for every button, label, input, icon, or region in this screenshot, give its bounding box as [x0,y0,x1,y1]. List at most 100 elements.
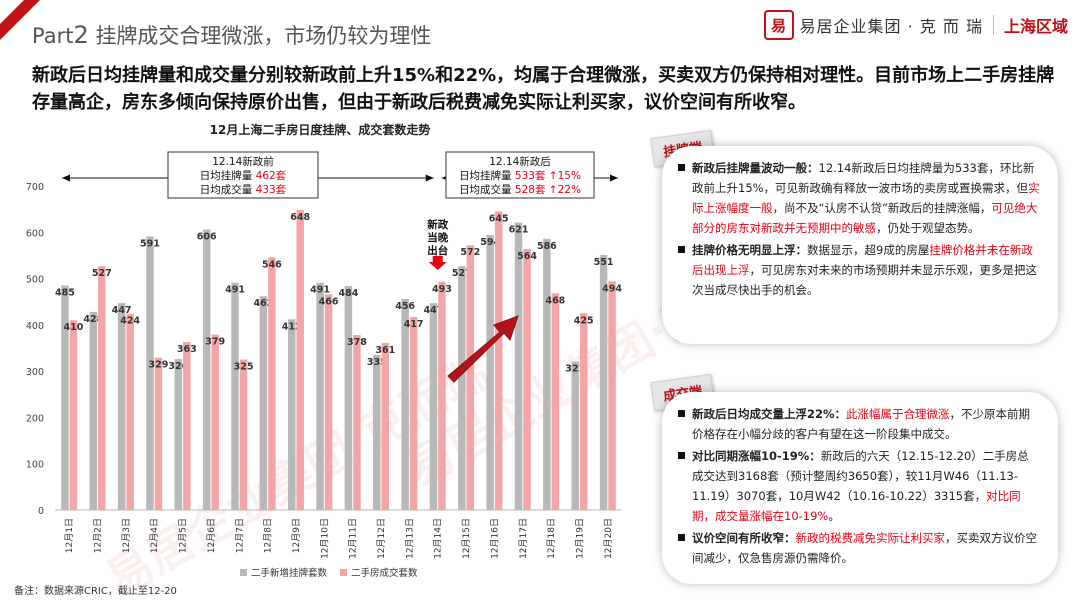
deal-data-label: 645 [489,213,509,224]
listing-data-label: 326 [168,361,188,372]
listing-data-label: 456 [395,301,415,312]
deal-data-label: 363 [177,344,197,355]
listing-data-label: 485 [55,288,75,299]
deal-bullet-list: 新政后日均成交量上浮22%：此涨幅属于合理微涨，不少原本前期价格存在小幅分歧的客… [678,404,1040,568]
event-label: 当晚 [427,231,448,244]
y-tick-label: 400 [26,321,44,332]
pre-policy-box [167,151,319,199]
listing-text: ，仍处于观望态势。 [876,221,980,235]
event-label: 出台 [427,244,448,257]
listing-text: 可见绝大部分的房东对新政并无预期中的敏感 [692,201,1038,235]
deal-text: 新政后日均成交量上浮22%： [692,407,847,421]
post-policy-box-title: 12.14新政后 [489,155,551,168]
listing-data-label: 551 [594,257,614,268]
deal-bar [183,341,191,510]
listing-text: 数据显示，超9成的房屋 [807,243,930,257]
deal-data-label: 379 [205,337,225,348]
deal-text: 议价空间有所收窄： [692,531,796,545]
y-tick-label: 0 [38,506,44,517]
pre-policy-box-deal-value: 433套 [256,183,287,196]
logo-seal-icon: 易 [763,10,794,40]
deal-bar [409,316,418,510]
x-tick-label: 12月14日 [433,518,444,559]
deal-data-label: 361 [375,345,395,356]
listing-data-label: 594 [480,237,500,248]
listing-data-label: 335 [367,357,387,368]
listing-data-label: 621 [509,225,529,236]
deal-bar [579,313,588,510]
deal-data-label: 424 [120,316,140,327]
x-tick-label: 12月9日 [291,518,302,553]
event-down-arrow-icon [428,256,447,270]
legend-swatch-listing [240,569,247,576]
x-tick-label: 12月16日 [489,518,500,559]
listing-data-label: 412 [282,321,302,332]
deal-data-label: 378 [347,337,367,348]
pre-policy-box-title: 12.14新政前 [212,155,274,168]
listing-data-label: 321 [565,363,585,374]
x-tick-label: 12月3日 [121,518,132,553]
x-tick-label: 12月19日 [574,518,585,559]
deal-data-label: 493 [432,284,452,295]
listing-bar [373,354,381,510]
deal-data-label: 466 [319,296,339,307]
listing-text: 新政后挂牌量波动一般： [692,161,819,175]
listing-item: 新政后挂牌量波动一般：12.14新政后日均挂牌量为533套，环比新政前上升15%… [678,158,1040,238]
deal-panel: 新政后日均成交量上浮22%：此涨幅属于合理微涨，不少原本前期价格存在小幅分歧的客… [662,392,1058,584]
listing-bar [543,238,551,510]
listing-data-label: 606 [197,232,217,243]
x-tick-label: 12月20日 [603,518,614,559]
deal-bar [494,211,503,510]
post-policy-box-listing: 日均挂牌量 533套 ↑15% [459,169,581,182]
listing-text: 挂牌价格并未在新政后出现上浮 [692,243,1033,277]
deal-data-label: 329 [149,360,169,371]
listing-bar [61,285,69,510]
listing-data-label: 447 [112,305,132,316]
x-tick-label: 12月15日 [461,518,472,559]
pre-policy-box-deal: 日均成交量 433套 [200,183,287,196]
listing-bar [259,296,268,510]
y-tick-label: 600 [26,228,44,239]
deal-bar [324,294,333,510]
x-tick-label: 12月12日 [376,518,387,559]
pre-policy-box-listing-label: 日均挂牌量 [200,169,256,182]
legend-label-deal: 二手房成交套数 [351,567,418,579]
listing-bar [486,235,494,510]
deal-bar [98,266,106,510]
post-policy-box-listing-value: 533套 ↑15% [515,169,581,182]
post-policy-box-deal-label: 日均成交量 [459,183,515,196]
deal-data-label: 410 [64,322,84,333]
deal-bar [381,342,390,510]
post-policy-box-deal: 日均成交量 528套 ↑22% [459,183,581,196]
listing-data-label: 447 [424,305,444,316]
x-tick-label: 12月8日 [263,518,274,553]
deal-data-label: 527 [92,268,112,279]
listing-data-label: 491 [310,285,330,296]
listing-bar [571,361,579,510]
y-tick-label: 100 [26,460,44,471]
legend-swatch-deal [340,569,347,576]
deal-item: 议价空间有所收窄：新政的税费减免实际让利买家，买卖双方议价空间减少，仅急售房源仍… [678,528,1040,568]
deal-item: 对比同期涨幅10-19%：新政后的六天（12.15-12.20）二手房总成交达到… [678,446,1040,526]
listing-text: 12.14新政后日均挂牌量为533套，环比新政前上升15%，可见新政确有释放一波… [692,161,1035,195]
deal-item: 新政后日均成交量上浮22%：此涨幅属于合理微涨，不少原本前期价格存在小幅分歧的客… [678,404,1040,444]
pre-policy-box-listing-value: 462套 [256,169,287,182]
deal-bar [551,293,560,510]
company-logo: 易 易居企业集团 · 克 而 瑞 上海区域 [763,10,1068,40]
listing-data-label: 491 [225,285,245,296]
legend-label-listing: 二手新增挂牌套数 [251,567,328,579]
deal-bar [296,210,304,510]
deal-data-label: 564 [517,251,537,262]
deal-bar [126,313,134,510]
part-number: 2 [73,21,89,49]
post-policy-box-deal-value: 528套 ↑22% [515,183,581,196]
footnote: 备注：数据来源CRIC，截止至12-20 [14,586,177,597]
listing-bar [89,311,98,510]
deal-data-label: 494 [602,283,622,294]
x-tick-label: 12月4日 [149,518,160,553]
pre-policy-box-listing: 日均挂牌量 462套 [200,169,287,182]
listing-bar [344,285,353,510]
bar-chart: 12月上海二手房日度挂牌、成交套数走势 0 100 200 300 400 500 600 70… [26,122,623,579]
listing-bar [287,319,296,510]
trend-up-arrow-icon [447,315,519,383]
